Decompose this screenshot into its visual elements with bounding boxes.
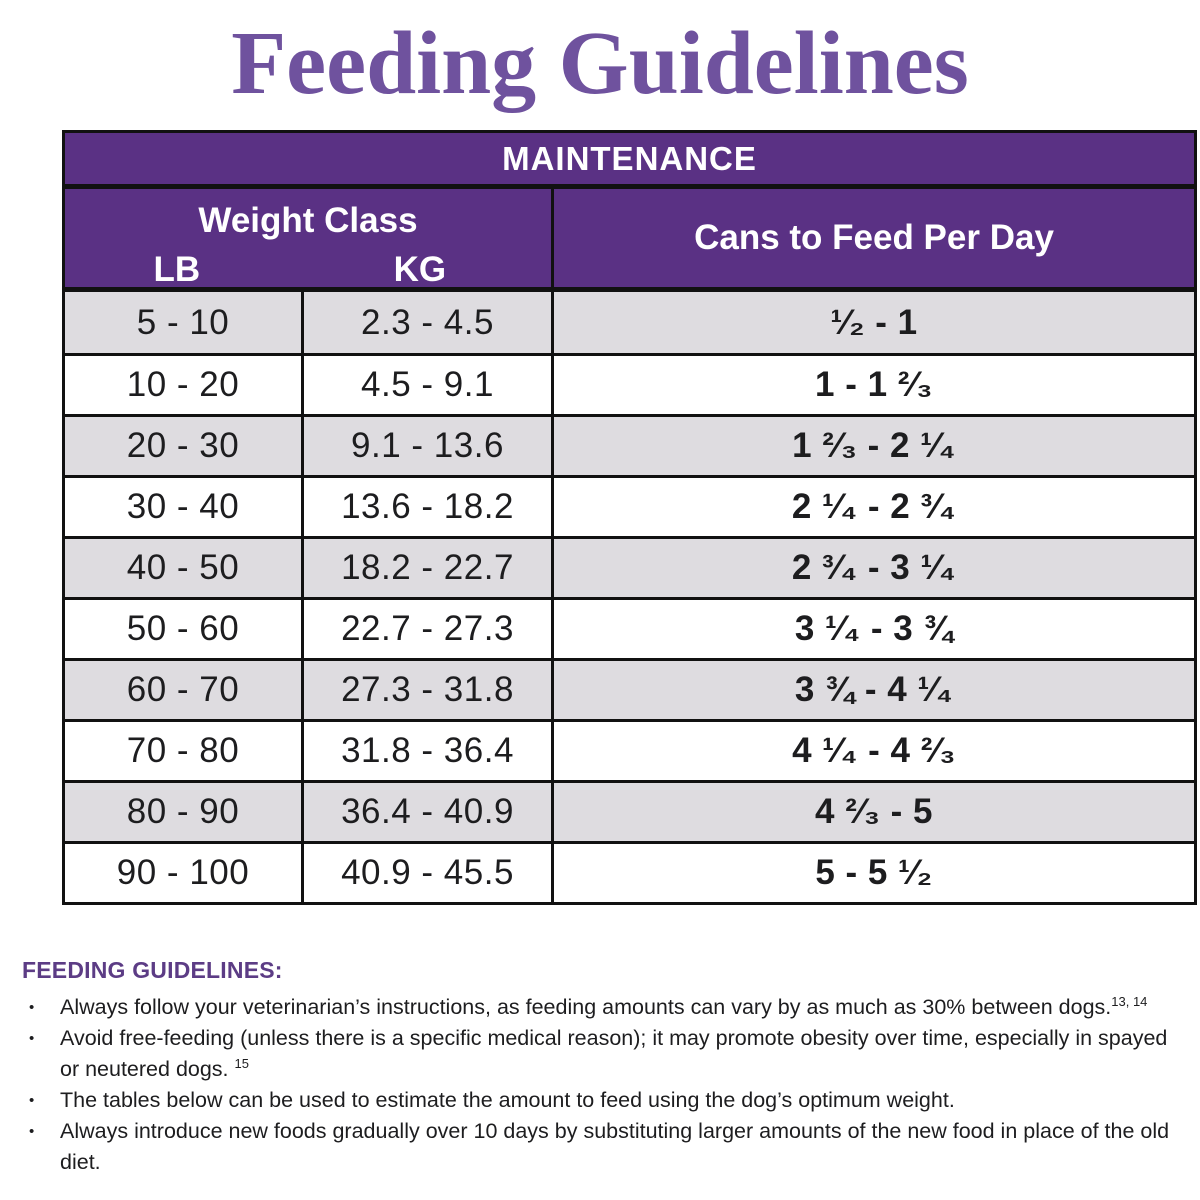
lb-value: 80 - 90 (126, 792, 240, 831)
bullet-text: The tables below can be used to estimate… (60, 1088, 955, 1112)
cans-value: 1 - 1 ²⁄₃ (815, 365, 933, 404)
table-body: 5 - 10 2.3 - 4.5 ¹⁄₂ - 1 10 - 20 4.5 - 9… (65, 292, 1194, 902)
cans-value: 3 ¹⁄₄ - 3 ¾ (794, 609, 954, 648)
bullet-icon: • (29, 999, 35, 1016)
bullet-icon: • (29, 1030, 35, 1047)
cans-value: 4 ¹⁄₄ - 4 ²⁄₃ (792, 731, 956, 770)
table-row: 80 - 90 36.4 - 40.9 4 ²⁄₃ - 5 (65, 780, 1194, 841)
maintenance-feeding-table: MAINTENANCE Weight Class LB KG Cans to F… (62, 130, 1197, 905)
table-header-row: Weight Class LB KG Cans to Feed Per Day (65, 189, 1194, 292)
kg-value: 9.1 - 13.6 (301, 417, 554, 475)
cans-value: 2 ¹⁄₄ - 2 ³⁄₄ (791, 487, 957, 526)
lb-value: 90 - 100 (116, 853, 250, 892)
kg-value: 27.3 - 31.8 (301, 661, 554, 719)
table-row: 60 - 70 27.3 - 31.8 3 ¾ - 4 ¹⁄₄ (65, 658, 1194, 719)
lb-value: 20 - 30 (126, 426, 240, 465)
cans-column-header: Cans to Feed Per Day (694, 218, 1054, 257)
weight-class-label: Weight Class (198, 201, 418, 240)
kg-value: 4.5 - 9.1 (301, 356, 554, 414)
units-row: LB KG (65, 250, 551, 290)
cans-header-cell: Cans to Feed Per Day (554, 189, 1194, 287)
kg-column-header: KG (393, 250, 447, 289)
kg-value: 13.6 - 18.2 (301, 478, 554, 536)
lb-column-header: LB (153, 250, 201, 289)
lb-value: 50 - 60 (126, 609, 240, 648)
cans-value: 2 ³⁄₄ - 3 ¹⁄₄ (791, 548, 957, 587)
bullet-icon: • (29, 1092, 35, 1109)
table-row: 40 - 50 18.2 - 22.7 2 ³⁄₄ - 3 ¹⁄₄ (65, 536, 1194, 597)
lb-value: 30 - 40 (126, 487, 240, 526)
lb-value: 60 - 70 (126, 670, 240, 709)
footnote-reference: 15 (234, 1055, 249, 1071)
table-row: 30 - 40 13.6 - 18.2 2 ¹⁄₄ - 2 ³⁄₄ (65, 475, 1194, 536)
table-title-maintenance: MAINTENANCE (65, 133, 1194, 189)
kg-value: 40.9 - 45.5 (301, 844, 554, 902)
table-row: 5 - 10 2.3 - 4.5 ¹⁄₂ - 1 (65, 292, 1194, 353)
cans-value: 5 - 5 ¹⁄₂ (815, 853, 933, 892)
weight-class-header-cell: Weight Class LB KG (65, 189, 554, 290)
bullet-text: Always follow your veterinarian’s instru… (60, 995, 1112, 1019)
bullet-text: Always introduce new foods gradually ove… (60, 1119, 1170, 1174)
cans-value: ¹⁄₂ - 1 (830, 302, 918, 342)
lb-value: 70 - 80 (126, 731, 240, 770)
kg-value: 2.3 - 4.5 (301, 292, 554, 353)
footnote-reference: 13, 14 (1111, 993, 1148, 1009)
page-title: Feeding Guidelines (231, 14, 969, 113)
list-item: • Avoid free-feeding (unless there is a … (22, 1023, 1176, 1085)
bullet-text: Avoid free-feeding (unless there is a sp… (60, 1026, 1168, 1081)
table-row: 70 - 80 31.8 - 36.4 4 ¹⁄₄ - 4 ²⁄₃ (65, 719, 1194, 780)
table-row: 20 - 30 9.1 - 13.6 1 ²⁄₃ - 2 ¹⁄₄ (65, 414, 1194, 475)
cans-value: 1 ²⁄₃ - 2 ¹⁄₄ (792, 426, 956, 465)
table-row: 50 - 60 22.7 - 27.3 3 ¹⁄₄ - 3 ¾ (65, 597, 1194, 658)
kg-value: 36.4 - 40.9 (301, 783, 554, 841)
table-row: 90 - 100 40.9 - 45.5 5 - 5 ¹⁄₂ (65, 841, 1194, 902)
list-item: • Always introduce new foods gradually o… (22, 1116, 1176, 1178)
kg-value: 18.2 - 22.7 (301, 539, 554, 597)
guidelines-bullet-list: • Always follow your veterinarian’s inst… (22, 992, 1176, 1178)
table-row: 10 - 20 4.5 - 9.1 1 - 1 ²⁄₃ (65, 353, 1194, 414)
cans-value: 4 ²⁄₃ - 5 (815, 792, 933, 831)
feeding-guidelines-notes: FEEDING GUIDELINES: • Always follow your… (22, 957, 1176, 1178)
list-item: • Always follow your veterinarian’s inst… (22, 992, 1176, 1023)
bullet-icon: • (29, 1123, 35, 1140)
kg-value: 31.8 - 36.4 (301, 722, 554, 780)
footer-heading: FEEDING GUIDELINES: (22, 957, 283, 983)
kg-value: 22.7 - 27.3 (301, 600, 554, 658)
list-item: • The tables below can be used to estima… (22, 1085, 1176, 1116)
cans-value: 3 ¾ - 4 ¹⁄₄ (794, 670, 954, 709)
lb-value: 10 - 20 (126, 365, 240, 404)
lb-value: 40 - 50 (126, 548, 240, 587)
lb-value: 5 - 10 (136, 302, 230, 342)
